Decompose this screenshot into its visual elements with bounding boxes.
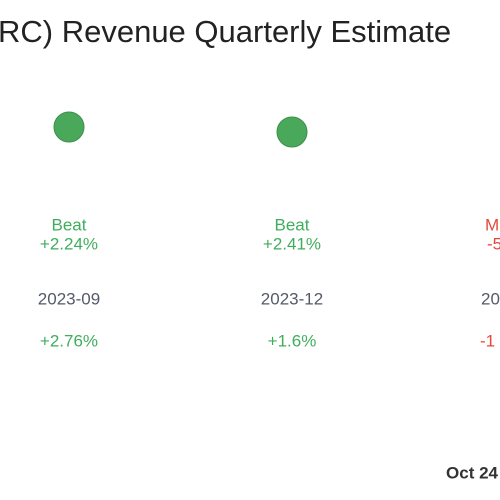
date-label: Oct 24 — [446, 463, 499, 482]
change-label: -1 — [480, 331, 495, 350]
status-label: Beat — [275, 215, 310, 234]
period-label: 2023-12 — [261, 289, 323, 308]
surprise-label: +2.41% — [263, 234, 321, 253]
status-label: M — [485, 215, 499, 234]
change-label: +2.76% — [40, 331, 98, 350]
status-label: Beat — [52, 215, 87, 234]
surprise-label: -5 — [487, 234, 500, 253]
dot — [276, 116, 308, 148]
dot — [53, 111, 85, 143]
period-label: 20 — [481, 289, 500, 308]
period-label: 2023-09 — [38, 289, 100, 308]
surprise-label: +2.24% — [40, 234, 98, 253]
chart-title: RC) Revenue Quarterly Estimate — [0, 14, 451, 49]
change-label: +1.6% — [268, 331, 317, 350]
